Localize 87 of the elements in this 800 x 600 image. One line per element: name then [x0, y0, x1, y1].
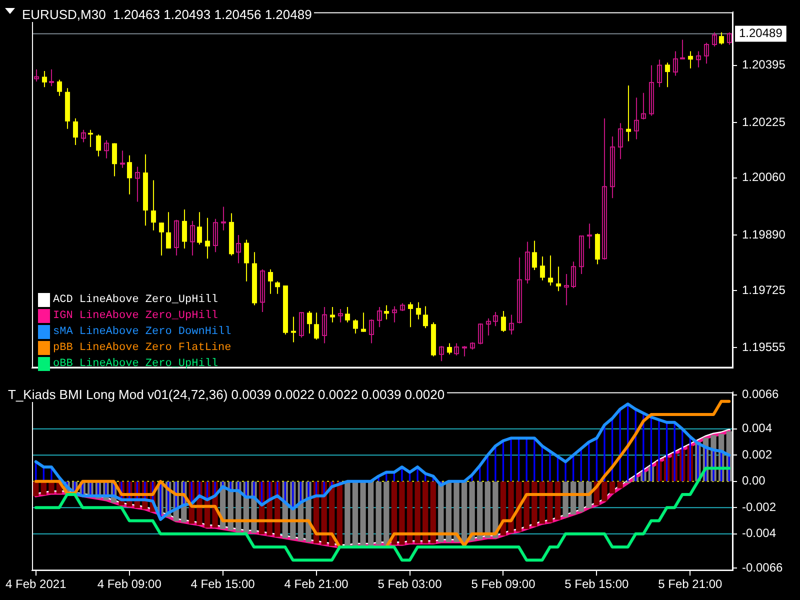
candlestick: [610, 136, 615, 198]
x-tick-label: 5 Feb 09:00: [471, 577, 536, 592]
candlestick: [579, 236, 584, 274]
bar: [539, 482, 545, 524]
candlestick: [626, 85, 631, 142]
bar: [352, 482, 358, 546]
candlestick: [564, 274, 569, 306]
legend-label: ACD LineAbove Zero_UpHill: [53, 292, 218, 308]
bar: [430, 482, 436, 544]
y-tick-label: 0.002: [742, 447, 772, 462]
y-tick-label: 1.19890: [742, 227, 786, 242]
x-tick-label: 4 Feb 21:00: [284, 577, 349, 592]
y-tick-label: 1.19725: [742, 282, 786, 297]
bar: [547, 482, 553, 522]
candlestick: [641, 92, 646, 120]
bar: [554, 482, 561, 520]
candlestick: [322, 306, 327, 344]
candlestick: [213, 218, 218, 252]
bar: [414, 482, 420, 544]
x-tick-label: 5 Feb 15:00: [564, 577, 630, 592]
x-tick-label: 4 Feb 2021: [6, 577, 67, 592]
y-tick-label: 0.004: [742, 421, 772, 436]
candlestick: [120, 150, 125, 168]
bar: [508, 482, 514, 533]
bar: [406, 482, 413, 544]
x-tick-label: 5 Feb 21:00: [658, 577, 723, 592]
candlestick: [602, 118, 607, 260]
bar: [609, 482, 616, 494]
candlestick: [221, 206, 226, 230]
candlestick: [260, 269, 265, 312]
bar: [562, 482, 568, 518]
bar: [469, 482, 475, 541]
candlestick: [236, 235, 241, 264]
chart-title: T_Kiads BMI Long Mod v01(24,72,36) 0.0039 0.0022 0.0022 0.0039 0.0020: [6, 387, 447, 402]
bar: [368, 482, 374, 546]
bar: [33, 482, 39, 496]
candlestick: [369, 319, 374, 344]
candlestick: [634, 98, 639, 140]
y-tick-label: 1.20395: [742, 58, 786, 72]
candlestick: [525, 242, 530, 284]
bar: [384, 482, 390, 545]
legend-label: IGN LineAbove Zero_UpHill: [53, 308, 218, 324]
legend-label: pBB LineAbove Zero FlatLine: [53, 340, 232, 356]
y-tick-label: 0.0066: [742, 387, 780, 402]
x-tick-label: 5 Feb 03:00: [378, 577, 442, 592]
candlestick: [478, 323, 483, 344]
bar: [617, 482, 623, 488]
bar: [484, 482, 490, 538]
bar: [461, 482, 468, 542]
x-tick-label: 4 Feb 15:00: [190, 577, 256, 592]
y-tick-label: 0.00: [742, 474, 766, 488]
candlestick: [517, 258, 522, 324]
candlestick: [174, 220, 179, 256]
y-tick-label: 1.19555: [742, 340, 786, 354]
candlestick: [657, 60, 662, 88]
bar: [454, 482, 460, 542]
candlestick: [571, 262, 576, 288]
bar: [360, 482, 366, 546]
y-tick-label: 1.20225: [742, 114, 786, 129]
candlestick: [190, 220, 195, 256]
bar: [477, 482, 483, 540]
candlestick: [618, 123, 623, 160]
candlestick: [135, 166, 140, 202]
candlestick: [299, 312, 304, 338]
bar: [399, 482, 405, 545]
y-tick-label: 1.20060: [742, 170, 786, 184]
y-tick-label: -0.0066: [742, 560, 784, 574]
legend-label: oBB LineAbove Zero_UpHill: [53, 356, 218, 372]
bar: [492, 482, 498, 538]
candlestick: [587, 224, 592, 248]
bar: [344, 482, 350, 548]
bar: [422, 482, 428, 544]
candlestick: [680, 40, 685, 60]
candlestick: [649, 65, 654, 116]
candlestick: [673, 51, 678, 76]
x-tick-label: 4 Feb 09:00: [97, 577, 162, 592]
candlestick: [291, 316, 296, 342]
legend-label: sMA LineAbove Zero DownHill: [53, 324, 232, 340]
bar: [532, 482, 538, 526]
bar: [602, 482, 608, 502]
candlestick: [509, 314, 514, 335]
ref-line-label: 1.20489: [739, 26, 783, 40]
bar: [376, 482, 382, 545]
bar: [391, 482, 398, 545]
y-tick-label: -0.004: [742, 526, 776, 540]
y-tick-label: -0.002: [742, 500, 776, 514]
chart-title: EURUSD,M30 1.20463 1.20493 1.20456 1.20489: [20, 7, 314, 22]
